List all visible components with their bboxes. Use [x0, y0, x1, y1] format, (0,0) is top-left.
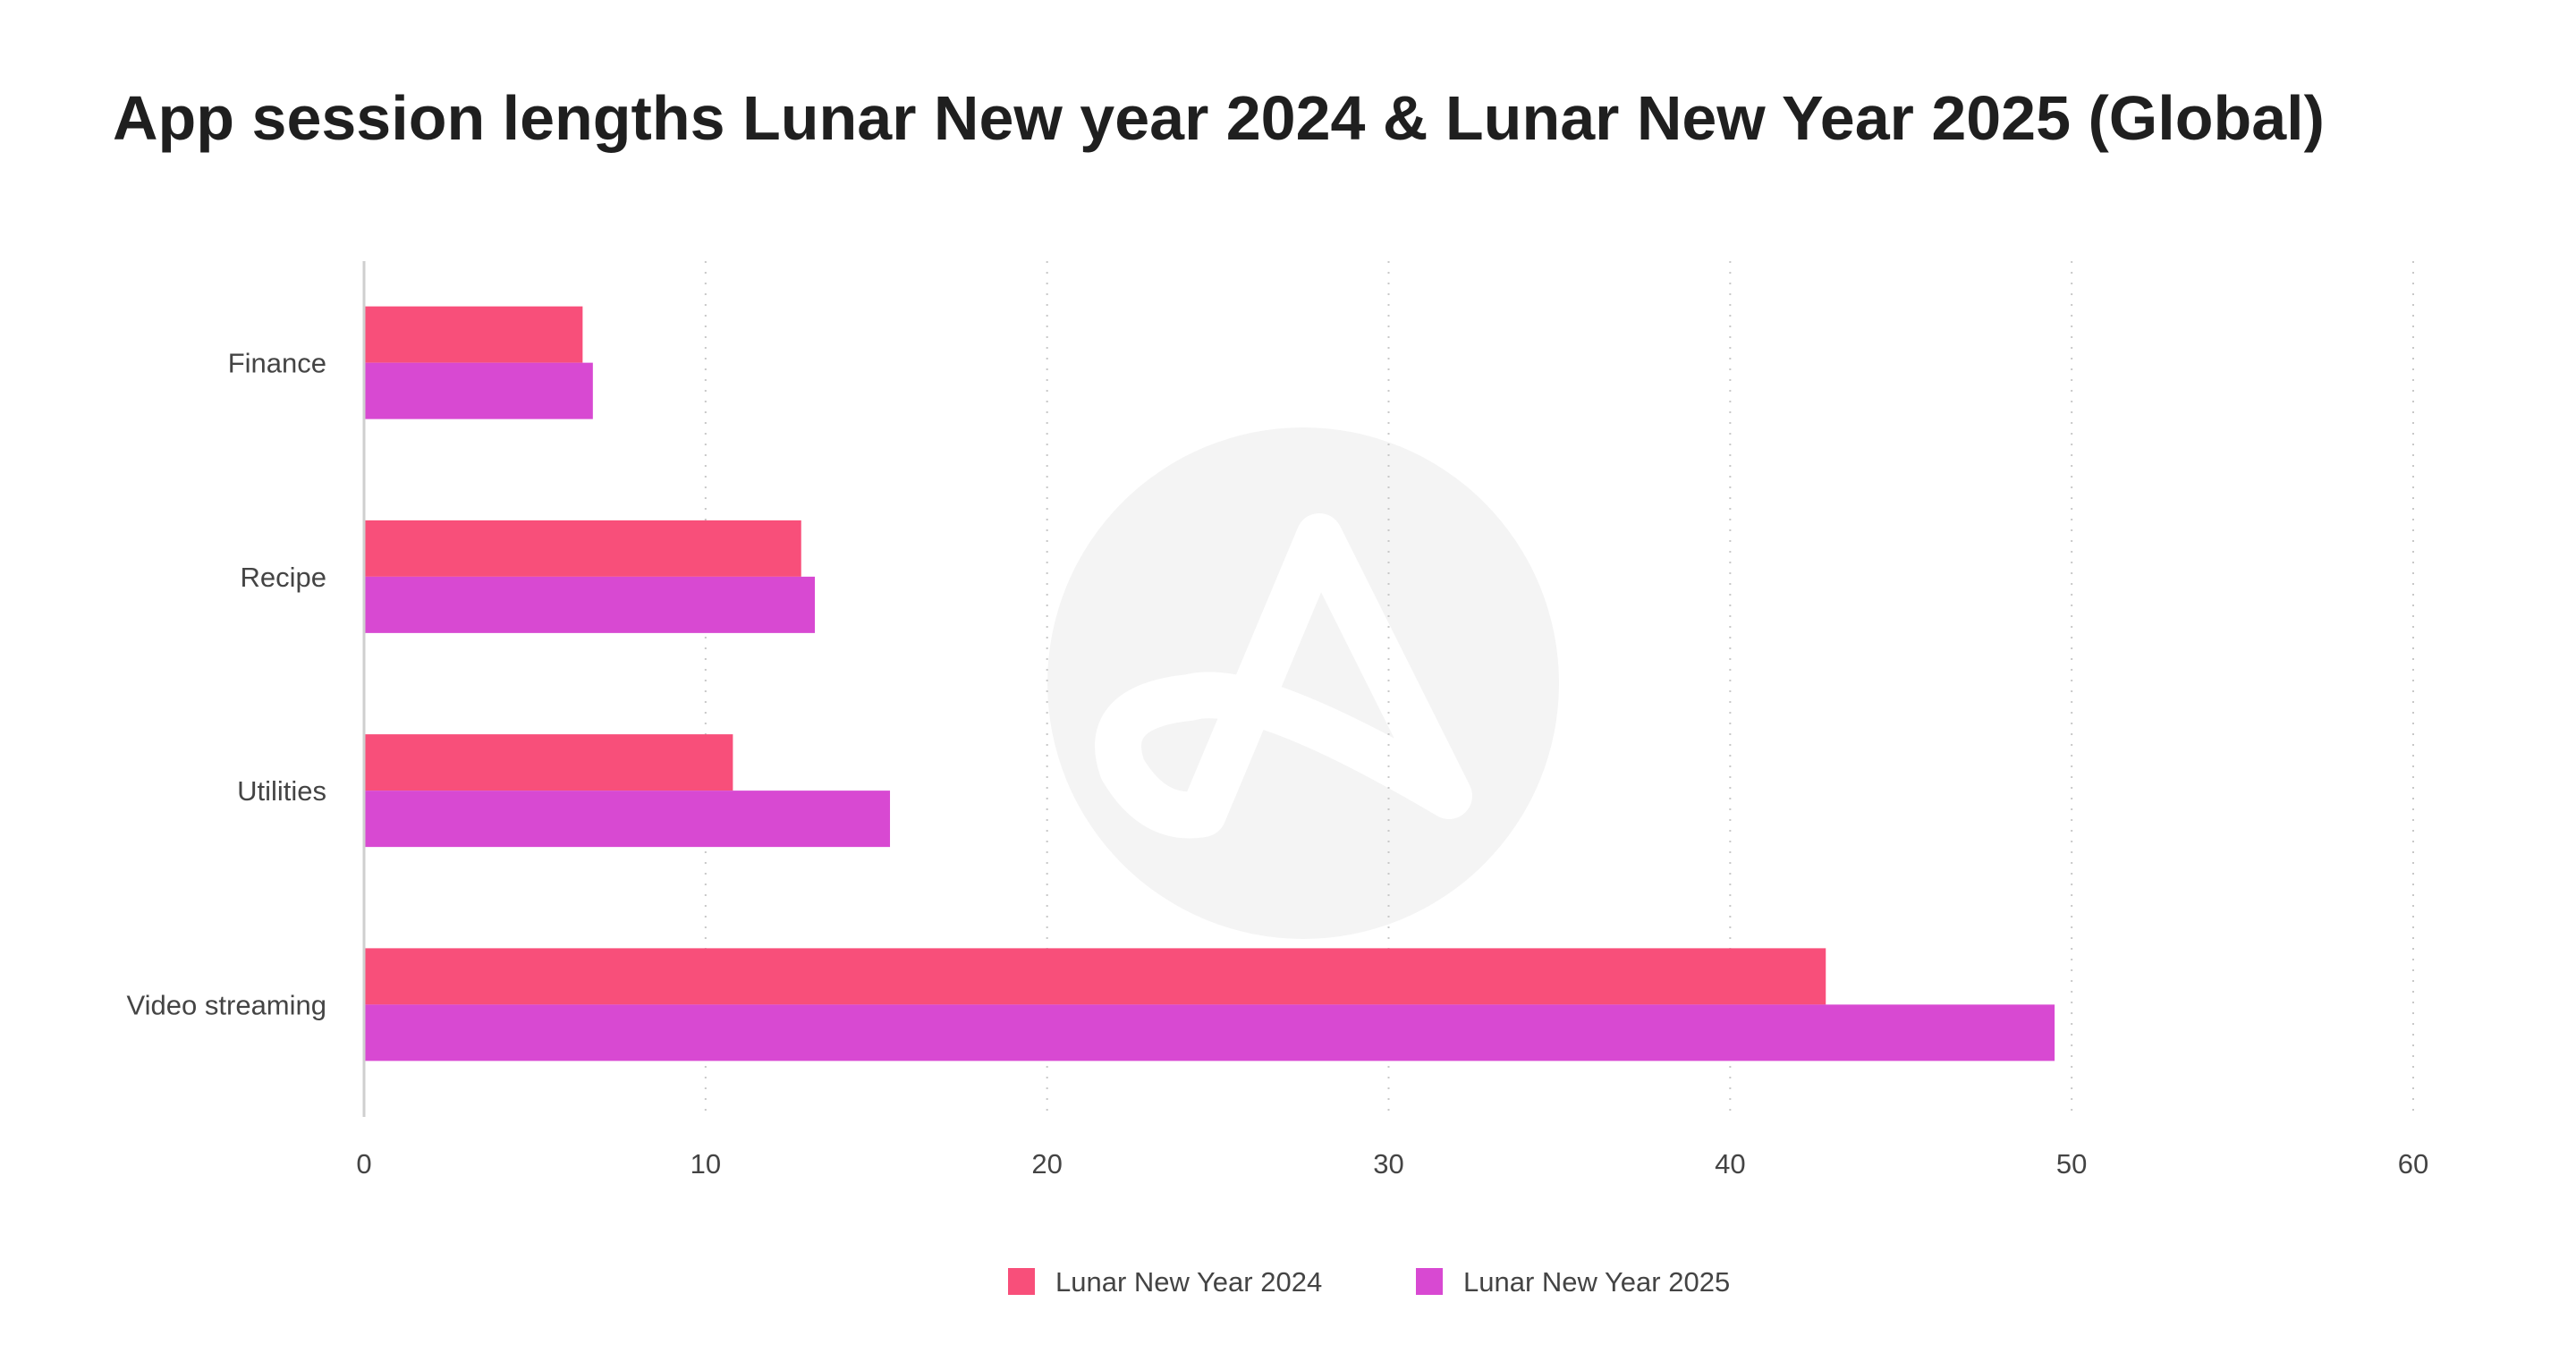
category-label: Recipe: [241, 562, 327, 593]
bar-2024: [364, 520, 801, 577]
bar-2024: [364, 306, 583, 363]
watermark-glyph: [1095, 513, 1472, 839]
chart-title: App session lengths Lunar New year 2024 …: [113, 83, 2325, 153]
x-tick-label: 10: [691, 1148, 721, 1180]
x-tick-label: 20: [1031, 1148, 1062, 1180]
legend-swatch: [1416, 1268, 1443, 1295]
category-label: Finance: [228, 348, 326, 379]
bar-2025: [364, 1004, 2055, 1061]
x-tick-label: 0: [356, 1148, 371, 1180]
category-label: Utilities: [237, 775, 326, 807]
bar-2024: [364, 948, 1826, 1005]
x-tick-label: 30: [1373, 1148, 1403, 1180]
legend-label: Lunar New Year 2025: [1463, 1266, 1730, 1298]
x-tick-label: 50: [2056, 1148, 2087, 1180]
bar-2024: [364, 734, 733, 791]
legend-swatch: [1008, 1268, 1035, 1295]
category-label: Video streaming: [127, 989, 326, 1020]
bar-2025: [364, 362, 593, 419]
bar-2025: [364, 576, 816, 633]
bar-2025: [364, 791, 891, 848]
x-tick-label: 40: [1715, 1148, 1745, 1180]
legend-label: Lunar New Year 2024: [1055, 1266, 1322, 1298]
watermark-circle: [1047, 427, 1559, 939]
x-tick-label: 60: [2398, 1148, 2428, 1180]
watermark-logo: [1047, 427, 1559, 939]
